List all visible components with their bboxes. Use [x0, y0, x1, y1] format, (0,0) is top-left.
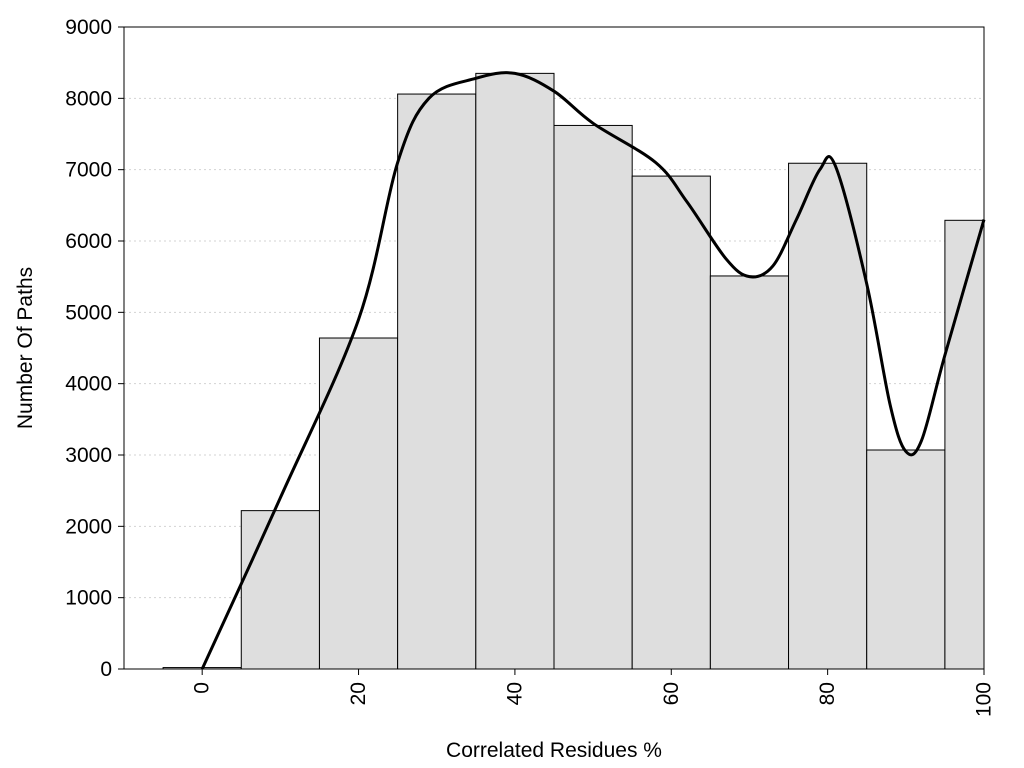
y-tick-label: 6000	[65, 230, 112, 253]
y-axis-ticks: 0 1000 2000 3000 4000 5000 6000 7000 8000 9000	[65, 16, 124, 681]
histogram-bar	[788, 162, 868, 670]
histogram-bar	[475, 72, 555, 670]
x-tick-label: 40	[503, 682, 526, 705]
histogram-bar	[631, 175, 711, 670]
x-axis-title: Correlated Residues %	[446, 739, 662, 762]
x-tick-label: 100	[973, 682, 996, 717]
smoothed-curve-layer	[200, 71, 986, 670]
histogram-bar	[709, 275, 790, 670]
y-tick-label: 7000	[65, 159, 112, 182]
y-tick-label: 4000	[65, 373, 112, 396]
x-axis-ticks: 0 20 40 60 80 100	[191, 669, 996, 717]
histogram-bar	[397, 93, 477, 670]
smoothed-curve	[200, 71, 986, 670]
y-tick-label: 0	[100, 658, 112, 681]
y-tick-label: 9000	[65, 16, 112, 39]
x-tick-label: 60	[660, 682, 683, 705]
x-tick-label: 20	[347, 682, 370, 705]
y-tick-label: 3000	[65, 444, 112, 467]
y-axis-title: Number Of Paths	[14, 267, 37, 429]
histogram-bar	[944, 219, 985, 670]
histogram-bars	[162, 72, 985, 670]
y-tick-label: 8000	[65, 87, 112, 110]
y-tick-label: 5000	[65, 301, 112, 324]
x-tick-label: 0	[191, 682, 214, 694]
y-tick-label: 1000	[65, 587, 112, 610]
histogram-bar	[866, 449, 946, 670]
histogram-bar	[240, 510, 320, 670]
histogram-bar	[553, 124, 633, 670]
y-tick-label: 2000	[65, 515, 112, 538]
x-tick-label: 80	[816, 682, 839, 705]
plot-frame	[123, 26, 985, 670]
